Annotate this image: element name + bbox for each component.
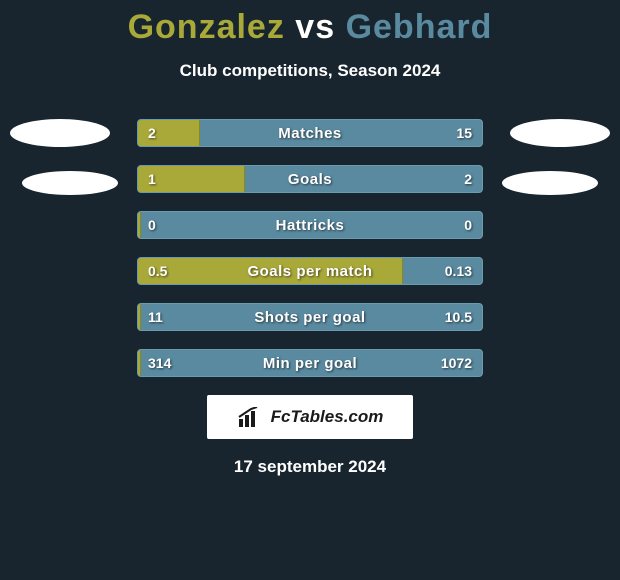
stat-row: 314Min per goal1072	[137, 349, 483, 377]
stat-label: Goals	[138, 166, 482, 192]
stat-row: 0.5Goals per match0.13	[137, 257, 483, 285]
player2-avatar	[510, 119, 610, 147]
stat-label: Matches	[138, 120, 482, 146]
title: Gonzalez vs Gebhard	[0, 0, 620, 47]
stat-bars: 2Matches151Goals20Hattricks00.5Goals per…	[137, 119, 483, 377]
stat-label: Goals per match	[138, 258, 482, 284]
stat-label: Min per goal	[138, 350, 482, 376]
chart-icon	[237, 407, 265, 427]
stat-row: 11Shots per goal10.5	[137, 303, 483, 331]
player2-name: Gebhard	[346, 8, 493, 46]
date-text: 17 september 2024	[0, 457, 620, 477]
stat-row: 0Hattricks0	[137, 211, 483, 239]
brand-badge[interactable]: FcTables.com	[207, 395, 413, 439]
stat-label: Hattricks	[138, 212, 482, 238]
stat-row: 2Matches15	[137, 119, 483, 147]
player2-avatar-secondary	[502, 171, 598, 195]
stat-row: 1Goals2	[137, 165, 483, 193]
stat-label: Shots per goal	[138, 304, 482, 330]
subtitle: Club competitions, Season 2024	[0, 61, 620, 81]
stat-value-right: 1072	[441, 350, 472, 376]
content-area: 2Matches151Goals20Hattricks00.5Goals per…	[0, 119, 620, 377]
stat-value-right: 10.5	[445, 304, 472, 330]
brand-text: FcTables.com	[271, 407, 384, 427]
stat-value-right: 0	[464, 212, 472, 238]
player1-avatar-secondary	[22, 171, 118, 195]
player1-name: Gonzalez	[128, 8, 285, 46]
stat-value-right: 15	[456, 120, 472, 146]
stat-value-right: 2	[464, 166, 472, 192]
stat-value-right: 0.13	[445, 258, 472, 284]
vs-text: vs	[295, 8, 335, 46]
player1-avatar	[10, 119, 110, 147]
